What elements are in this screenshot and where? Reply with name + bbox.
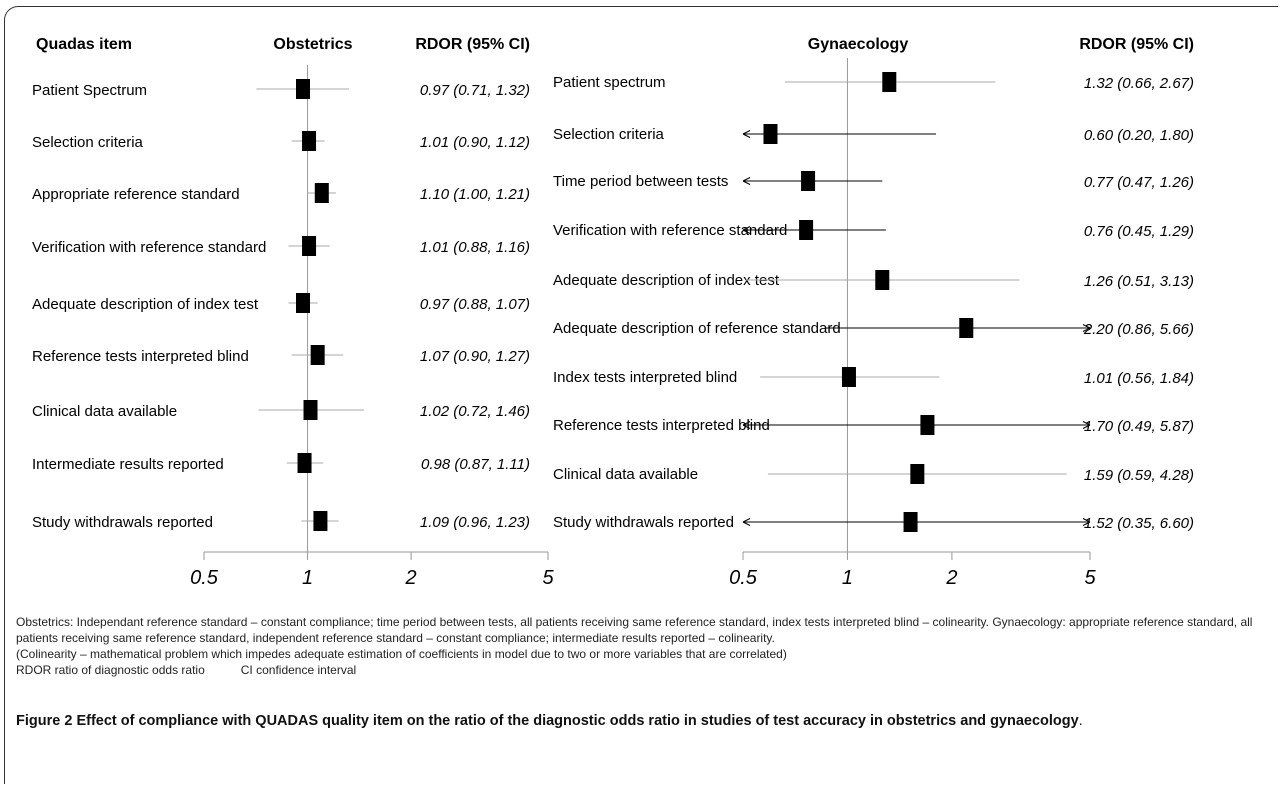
figure-notes: Obstetrics: Independant reference standa…: [16, 614, 1266, 678]
obstetrics-item-label-5: Reference tests interpreted blind: [32, 348, 249, 365]
gynaecology-ci-arrow-right-5: [1082, 324, 1091, 332]
gynaecology-ci-text-8: 1.59 (0.59, 4.28): [1084, 467, 1194, 484]
obstetrics-ci-text-2: 1.10 (1.00, 1.21): [420, 186, 530, 203]
gynaecology-item-label-5: Adequate description of reference standa…: [553, 320, 841, 337]
gynaecology-estimate-box-4: [875, 270, 890, 290]
gynaecology-ci-arrow-left-9: [742, 518, 751, 526]
obstetrics-tick-label-3: 5: [542, 567, 554, 589]
obstetrics-ci-text-4: 0.97 (0.88, 1.07): [420, 296, 530, 313]
gynaecology-ci-arrow-left-3: [742, 226, 751, 234]
gynaecology-ci-header: RDOR (95% CI): [1079, 36, 1194, 53]
obstetrics-ci-text-3: 1.01 (0.88, 1.16): [420, 239, 530, 256]
gynaecology-ci-arrow-left-2: [742, 177, 751, 185]
gynaecology-item-label-9: Study withdrawals reported: [553, 514, 734, 531]
obstetrics-item-label-2: Appropriate reference standard: [32, 186, 240, 203]
gynaecology-item-label-6: Index tests interpreted blind: [553, 369, 737, 386]
obstetrics-tick-label-0: 0.5: [190, 567, 219, 589]
obstetrics-tick-label-2: 2: [405, 567, 417, 589]
gynaecology-ci-text-2: 0.77 (0.47, 1.26): [1084, 174, 1194, 191]
gynaecology-item-label-4: Adequate description of index test: [553, 272, 780, 289]
gynaecology-tick-label-0: 0.5: [729, 567, 758, 589]
gynaecology-ci-text-9: 1.52 (0.35, 6.60): [1084, 515, 1194, 532]
obstetrics-ci-text-0: 0.97 (0.71, 1.32): [420, 82, 530, 99]
gynaecology-ci-text-4: 1.26 (0.51, 3.13): [1084, 273, 1194, 290]
forest-plots: Quadas item Obstetrics RDOR (95% CI) 0.5 1 2 5…: [32, 36, 1194, 589]
gynaecology-ci-text-3: 0.76 (0.45, 1.29): [1084, 223, 1194, 240]
gynaecology-estimate-box-0: [882, 72, 897, 92]
obstetrics-ci-text-6: 1.02 (0.72, 1.46): [420, 403, 530, 420]
figure-frame: [4, 6, 1278, 784]
gynaecology-estimate-box-8: [910, 464, 925, 484]
notes-compliance: Obstetrics: Independant reference standa…: [16, 615, 1253, 645]
obstetrics-title: Obstetrics: [273, 36, 352, 53]
gynaecology-estimate-box-6: [841, 367, 856, 387]
gynaecology-estimate-box-1: [763, 124, 778, 144]
obstetrics-item-label-0: Patient Spectrum: [32, 82, 147, 99]
obstetrics-ci-text-8: 1.09 (0.96, 1.23): [420, 514, 530, 531]
gynaecology-estimate-box-5: [959, 318, 974, 338]
obstetrics-estimate-box-5: [310, 345, 325, 365]
gynaecology-ci-text-7: 1.70 (0.49, 5.87): [1084, 418, 1194, 435]
obstetrics-item-label-4: Adequate description of index test: [32, 296, 259, 313]
gynaecology-estimate-box-3: [799, 220, 814, 240]
gynaecology-title: Gynaecology: [808, 36, 909, 53]
caption-text: Effect of compliance with QUADAS quality…: [76, 713, 1079, 729]
obstetrics-ci-text-5: 1.07 (0.90, 1.27): [420, 348, 530, 365]
gynaecology-ci-arrow-left-7: [742, 421, 751, 429]
obstetrics-estimate-box-6: [303, 400, 318, 420]
obstetrics-tick-label-1: 1: [302, 567, 313, 589]
gynaecology-ci-text-5: 2.20 (0.86, 5.66): [1083, 321, 1194, 338]
obstetrics-item-label-8: Study withdrawals reported: [32, 514, 213, 531]
gynaecology-ci-text-1: 0.60 (0.20, 1.80): [1084, 127, 1194, 144]
obstetrics-item-label-3: Verification with reference standard: [32, 239, 266, 256]
gynaecology-item-label-7: Reference tests interpreted blind: [553, 417, 770, 434]
obstetrics-estimate-box-2: [314, 183, 329, 203]
gynaecology-ci-text-0: 1.32 (0.66, 2.67): [1084, 75, 1194, 92]
gynaecology-estimate-box-2: [801, 171, 816, 191]
gynaecology-ci-arrow-right-9: [1082, 518, 1091, 526]
obstetrics-estimate-box-4: [296, 293, 311, 313]
obstetrics-estimate-box-3: [302, 236, 317, 256]
notes-abbreviations: RDOR ratio of diagnostic odds ratio CI co…: [16, 662, 1266, 678]
gynaecology-tick-label-3: 5: [1084, 567, 1096, 589]
gynaecology-item-label-2: Time period between tests: [553, 173, 728, 190]
caption-label: Figure 2: [16, 713, 73, 729]
gynaecology-ci-arrow-right-7: [1082, 421, 1091, 429]
gynaecology-item-label-1: Selection criteria: [553, 126, 665, 143]
obstetrics-item-header: Quadas item: [36, 36, 132, 53]
gynaecology-ci-arrow-left-1: [742, 130, 751, 138]
obstetrics-item-label-7: Intermediate results reported: [32, 456, 224, 473]
obstetrics-estimate-box-1: [302, 131, 317, 151]
gynaecology-item-label-3: Verification with reference standard: [553, 222, 787, 239]
gynaecology-item-label-0: Patient spectrum: [553, 74, 666, 91]
obstetrics-item-label-1: Selection criteria: [32, 134, 144, 151]
obstetrics-ci-header: RDOR (95% CI): [415, 36, 530, 53]
gynaecology-item-label-8: Clinical data available: [553, 466, 698, 483]
notes-colinearity: (Colinearity – mathematical problem whic…: [16, 647, 787, 661]
abbr-rdor: RDOR ratio of diagnostic odds ratio: [16, 663, 205, 677]
figure-caption: Figure 2 Effect of compliance with QUADA…: [16, 712, 1266, 731]
gynaecology-tick-label-1: 1: [842, 567, 853, 589]
obstetrics-ci-text-7: 0.98 (0.87, 1.11): [421, 456, 530, 473]
caption-end: .: [1078, 713, 1083, 729]
obstetrics-estimate-box-7: [297, 453, 312, 473]
abbr-ci: CI confidence interval: [240, 663, 357, 677]
obstetrics-estimate-box-0: [296, 79, 311, 99]
gynaecology-ci-text-6: 1.01 (0.56, 1.84): [1084, 370, 1194, 387]
gynaecology-tick-label-2: 2: [945, 567, 957, 589]
obstetrics-estimate-box-8: [313, 511, 328, 531]
gynaecology-estimate-box-7: [920, 415, 935, 435]
gynaecology-estimate-box-9: [903, 512, 918, 532]
obstetrics-item-label-6: Clinical data available: [32, 403, 177, 420]
obstetrics-ci-text-1: 1.01 (0.90, 1.12): [420, 134, 530, 151]
